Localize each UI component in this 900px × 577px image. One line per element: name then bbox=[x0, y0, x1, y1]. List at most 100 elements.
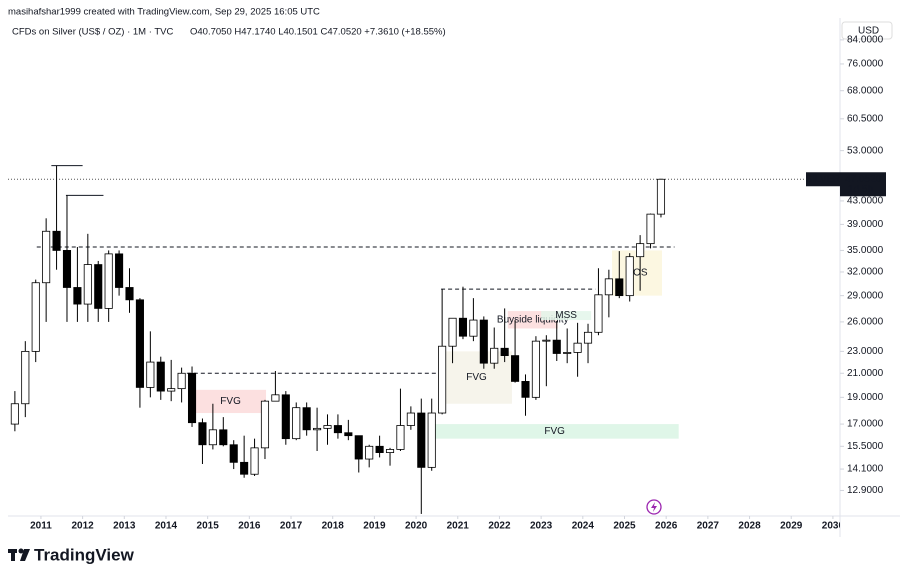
candle-body bbox=[313, 427, 322, 431]
x-tick-label: 2019 bbox=[363, 521, 386, 532]
y-tick-label: 21.0000 bbox=[847, 368, 884, 379]
y-tick-label: 12.9000 bbox=[847, 485, 884, 496]
candle-body bbox=[438, 345, 447, 414]
candle-body bbox=[375, 445, 384, 453]
x-tick-label: 2023 bbox=[530, 521, 553, 532]
candle-body bbox=[511, 355, 520, 382]
x-tick-label: 2013 bbox=[113, 521, 136, 532]
candle-body bbox=[240, 461, 249, 475]
candle-body bbox=[281, 394, 290, 440]
candle-body bbox=[125, 287, 134, 301]
candle-body bbox=[52, 230, 61, 251]
candle-body bbox=[604, 278, 613, 296]
y-tick-label: 26.0000 bbox=[847, 317, 884, 328]
candle-body bbox=[427, 412, 436, 468]
candle-body bbox=[115, 253, 124, 288]
y-tick-label: 76.0000 bbox=[847, 59, 884, 70]
x-tick-label: 2027 bbox=[697, 521, 720, 532]
x-tick-label: 2028 bbox=[738, 521, 761, 532]
x-tick-label: 2012 bbox=[71, 521, 94, 532]
lightning-icon bbox=[646, 499, 662, 515]
candle-body bbox=[187, 372, 197, 424]
candle-body bbox=[21, 350, 30, 405]
candle-body bbox=[10, 403, 19, 425]
y-tick-label: 23.0000 bbox=[847, 346, 884, 357]
logo-mark bbox=[8, 548, 30, 561]
x-tick-label: 2011 bbox=[30, 521, 52, 532]
candle-body bbox=[656, 178, 666, 215]
candle-body bbox=[385, 449, 395, 453]
y-tick-label: 29.0000 bbox=[847, 290, 884, 301]
symbol-label: SILVER bbox=[806, 174, 841, 185]
y-tick-label: 43.0000 bbox=[847, 196, 884, 207]
candle-body bbox=[219, 429, 228, 446]
candle-body bbox=[333, 425, 342, 434]
symbol-box bbox=[806, 172, 840, 187]
candle-body bbox=[104, 253, 113, 309]
x-tick-label: 2015 bbox=[197, 521, 220, 532]
y-tick-label: 84.0000 bbox=[847, 35, 884, 46]
zone bbox=[430, 424, 679, 439]
x-tick-label: 2021 bbox=[447, 521, 470, 532]
y-tick-label: 53.0000 bbox=[847, 145, 884, 156]
candle-body bbox=[365, 445, 374, 460]
candle-body bbox=[94, 264, 103, 309]
candle-body bbox=[396, 425, 405, 450]
candle-body bbox=[417, 412, 426, 468]
candle-body bbox=[469, 319, 478, 337]
candle-body bbox=[573, 342, 582, 353]
x-tick-label: 2024 bbox=[572, 521, 595, 532]
candle-body bbox=[490, 347, 499, 364]
candle-body bbox=[323, 425, 332, 429]
candle-body bbox=[583, 331, 593, 344]
candle-body bbox=[62, 250, 72, 288]
candle-body bbox=[542, 339, 551, 342]
candle-body bbox=[354, 435, 363, 460]
y-tick-label: 14.1000 bbox=[847, 464, 884, 475]
candle-body bbox=[344, 432, 353, 437]
zone-label: Buyside liquidity bbox=[497, 314, 569, 325]
candle-body bbox=[406, 412, 415, 426]
x-tick-label: 2025 bbox=[613, 521, 636, 532]
x-tick-label: 2014 bbox=[155, 521, 178, 532]
candle-body bbox=[479, 319, 488, 364]
candle-body bbox=[208, 429, 217, 446]
y-tick-label: 68.0000 bbox=[847, 85, 884, 96]
x-tick-label: 2016 bbox=[238, 521, 261, 532]
candle-body bbox=[552, 339, 561, 354]
candle-body bbox=[177, 372, 186, 390]
candle-body bbox=[636, 243, 645, 258]
symbol: CFDs on Silver (US$ / OZ) · 1M · TVC bbox=[12, 27, 173, 38]
candle-body bbox=[198, 422, 207, 446]
zone-label: BOS bbox=[626, 268, 647, 279]
candle-body bbox=[292, 407, 301, 440]
candle-body bbox=[302, 407, 311, 431]
candle-body bbox=[42, 230, 51, 284]
y-tick-label: 15.5000 bbox=[847, 441, 884, 452]
x-tick-label: 2017 bbox=[280, 521, 303, 532]
candle-body bbox=[135, 299, 144, 388]
currency-box bbox=[841, 21, 893, 40]
price-box bbox=[840, 172, 886, 197]
candle-body bbox=[31, 282, 40, 352]
y-tick-label: 39.0000 bbox=[847, 219, 884, 230]
price-label: 47.0520 bbox=[845, 174, 882, 185]
x-tick-label: 2029 bbox=[780, 521, 803, 532]
candle-body bbox=[521, 381, 530, 398]
zone-label: FVG bbox=[544, 426, 565, 437]
candle-body bbox=[271, 394, 280, 402]
ohlc: O40.7050 H47.1740 L40.1501 C47.0520 +7.3… bbox=[190, 27, 446, 38]
x-tick-label: 2030 bbox=[822, 521, 845, 532]
zone-label: FVG bbox=[220, 396, 241, 407]
zone-label: MSS bbox=[555, 310, 577, 321]
currency: USD bbox=[858, 26, 879, 37]
zone bbox=[541, 311, 592, 321]
candle-body bbox=[260, 400, 270, 449]
y-tick-label: 35.0000 bbox=[847, 245, 884, 256]
candle-body bbox=[646, 213, 655, 245]
candle-body bbox=[73, 287, 82, 305]
candle-body bbox=[448, 317, 457, 347]
x-tick-label: 2026 bbox=[655, 521, 678, 532]
x-tick-label: 2022 bbox=[488, 521, 511, 532]
